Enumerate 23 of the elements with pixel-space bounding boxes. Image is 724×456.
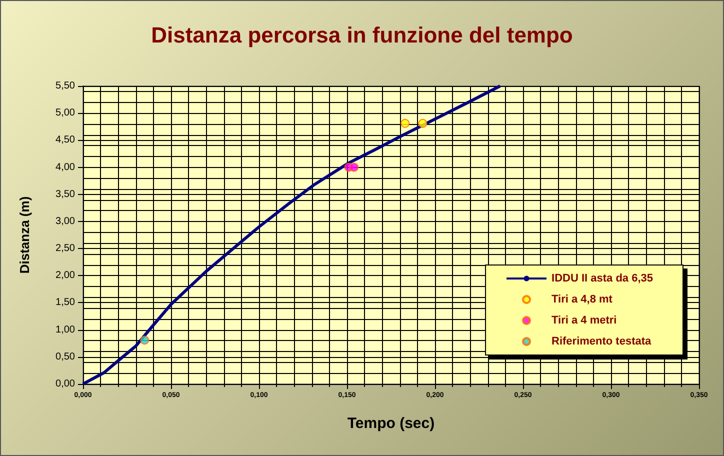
point (418, 118, 428, 128)
y-tick-label: 1,00 (56, 324, 76, 336)
chart-title: Distanza percorsa in funzione del tempo (151, 22, 573, 48)
x-axis-title: Tempo (sec) (347, 415, 435, 432)
y-tick-label: 0,00 (56, 378, 76, 390)
y-tick-label: 4,00 (56, 162, 76, 173)
point (140, 336, 150, 345)
y-tick-label: 1,50 (56, 297, 76, 308)
y-tick-label: 5,50 (56, 80, 76, 92)
legend-label: Riferimento testata (552, 336, 652, 348)
legend-label: IDDU II asta da 6,35 (552, 272, 654, 284)
y-tick-label: 2,00 (56, 270, 76, 282)
y-tick-label: 3,50 (56, 188, 76, 200)
legend-label: Tiri a 4,8 mt (552, 294, 613, 306)
y-tick-label: 5,00 (56, 108, 76, 119)
point (350, 162, 359, 172)
y-tick-label: 3,00 (56, 216, 76, 227)
y-axis-title: Distanza (m) (17, 196, 32, 274)
y-tick-label: 2,50 (56, 243, 76, 254)
point (400, 118, 410, 128)
y-tick-label: 4,50 (56, 134, 76, 146)
y-tick-label: 0,50 (56, 351, 76, 362)
legend-label: Tiri a 4 metri (552, 314, 617, 326)
